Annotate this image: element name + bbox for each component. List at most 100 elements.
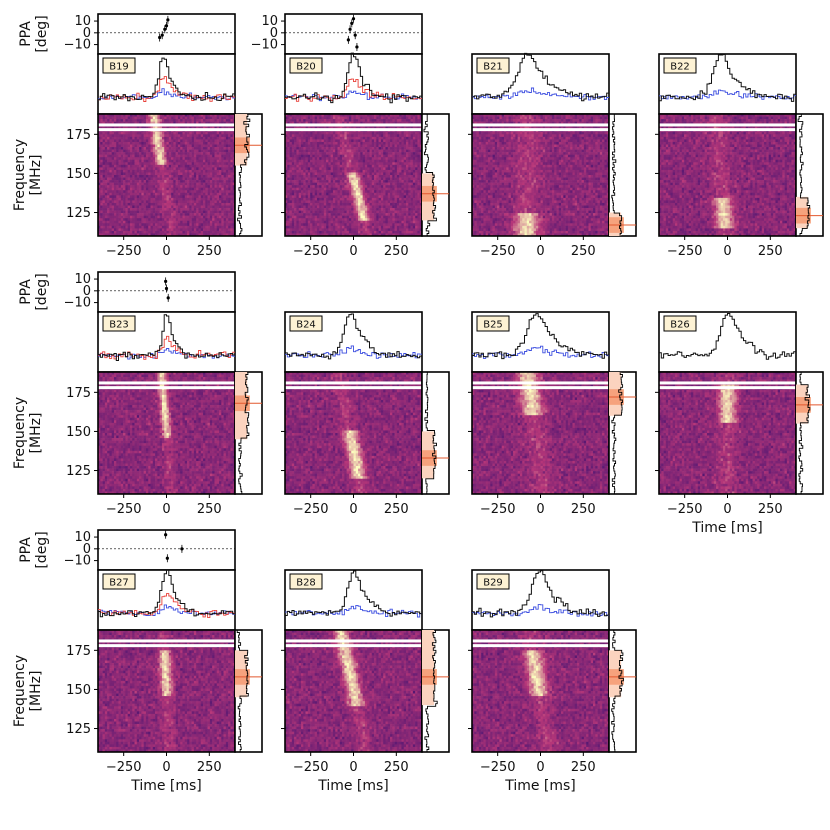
heatmap-cell [182, 182, 186, 186]
heatmap-cell [107, 139, 110, 143]
heatmap-cell [159, 139, 163, 143]
heatmap-cell [230, 157, 234, 161]
heatmap-cell [134, 200, 138, 204]
heatmap-cell [344, 195, 347, 199]
heatmap-cell [380, 119, 384, 122]
heatmap-cell [360, 164, 363, 168]
heatmap-cell [394, 149, 398, 153]
heatmap-cell [173, 202, 176, 206]
heatmap-cell [355, 182, 359, 186]
heatmap-cell [184, 157, 188, 161]
heatmap-cell [216, 159, 220, 163]
heatmap-cell [305, 136, 309, 140]
heatmap-cell [141, 131, 144, 135]
heatmap-cell [307, 126, 311, 130]
heatmap-cell [358, 187, 361, 191]
heatmap-cell [228, 213, 231, 216]
heatmap-cell [100, 162, 103, 166]
heatmap-cell [198, 147, 202, 150]
heatmap-cell [316, 126, 320, 130]
heatmap-cell [225, 164, 229, 168]
heatmap-cell [173, 169, 176, 173]
heatmap-cell [346, 126, 350, 130]
heatmap-cell [196, 134, 199, 138]
heatmap-cell [166, 147, 170, 150]
heatmap-cell [303, 177, 306, 181]
heatmap-cell [143, 192, 147, 196]
heatmap-cell [351, 180, 354, 183]
heatmap-cell [168, 200, 172, 204]
heatmap-cell [232, 139, 236, 143]
heatmap-cell [314, 197, 318, 201]
heatmap-cell [401, 182, 405, 186]
heatmap-cell [180, 154, 183, 158]
heatmap-cell [189, 164, 192, 168]
heatmap-cell [358, 192, 361, 196]
heatmap-cell [396, 180, 400, 183]
heatmap-cell [374, 172, 377, 176]
heatmap-cell [104, 121, 108, 125]
heatmap-cell [118, 157, 122, 161]
heatmap-cell [337, 141, 341, 145]
heatmap-cell [310, 139, 313, 143]
heatmap-cell [123, 213, 126, 216]
heatmap-cell [164, 139, 167, 143]
heatmap-cell [150, 185, 154, 189]
heatmap-cell [219, 233, 222, 237]
heatmap-cell [166, 215, 170, 219]
heatmap-cell [294, 149, 297, 153]
heatmap-cell [392, 169, 395, 173]
heatmap-cell [351, 187, 354, 191]
heatmap-cell [152, 175, 156, 178]
heatmap-cell [289, 195, 293, 199]
heatmap-cell [369, 152, 373, 155]
heatmap-cell [307, 169, 311, 173]
heatmap-cell [132, 175, 135, 178]
heatmap-cell [191, 114, 195, 117]
heatmap-cell [164, 202, 167, 206]
heatmap-cell [164, 136, 167, 140]
heatmap-cell [369, 121, 373, 125]
heatmap-cell [200, 202, 204, 206]
heatmap-cell [387, 190, 391, 194]
heatmap-cell [335, 167, 338, 171]
heatmap-cell [102, 164, 106, 168]
heatmap-cell [171, 134, 174, 138]
heatmap-cell [374, 157, 377, 161]
heatmap-cell [374, 134, 377, 138]
heatmap-cell [175, 116, 179, 120]
heatmap-cell [120, 164, 124, 168]
heatmap-cell [289, 126, 293, 130]
heatmap-cell [193, 213, 197, 216]
heatmap-cell [410, 182, 414, 186]
heatmap-cell [166, 116, 170, 120]
heatmap-cell [205, 195, 208, 199]
heatmap-cell [353, 157, 357, 161]
heatmap-cell [141, 147, 144, 150]
heatmap-cell [205, 114, 208, 117]
heatmap-cell [136, 119, 140, 122]
heatmap-cell [214, 139, 218, 143]
heatmap-cell [139, 149, 142, 153]
heatmap-cell [166, 149, 170, 153]
heatmap-cell [330, 187, 334, 191]
heatmap-cell [221, 223, 224, 227]
heatmap-cell [161, 202, 165, 206]
heatmap-cell [408, 162, 411, 166]
heatmap-cell [312, 192, 315, 196]
heatmap-cell [360, 195, 363, 199]
heatmap-cell [168, 220, 172, 224]
heatmap-cell [109, 202, 112, 206]
heatmap-cell [109, 141, 112, 145]
heatmap-cell [134, 167, 138, 171]
heatmap-cell [189, 228, 192, 232]
heatmap-cell [362, 154, 366, 158]
heatmap-cell [118, 197, 122, 201]
heatmap-cell [401, 164, 405, 168]
heatmap-cell [134, 114, 138, 117]
heatmap-cell [392, 197, 395, 201]
heatmap-cell [127, 121, 131, 125]
heatmap-cell [180, 114, 183, 117]
heatmap-cell [312, 147, 315, 150]
heatmap-cell [173, 154, 176, 158]
